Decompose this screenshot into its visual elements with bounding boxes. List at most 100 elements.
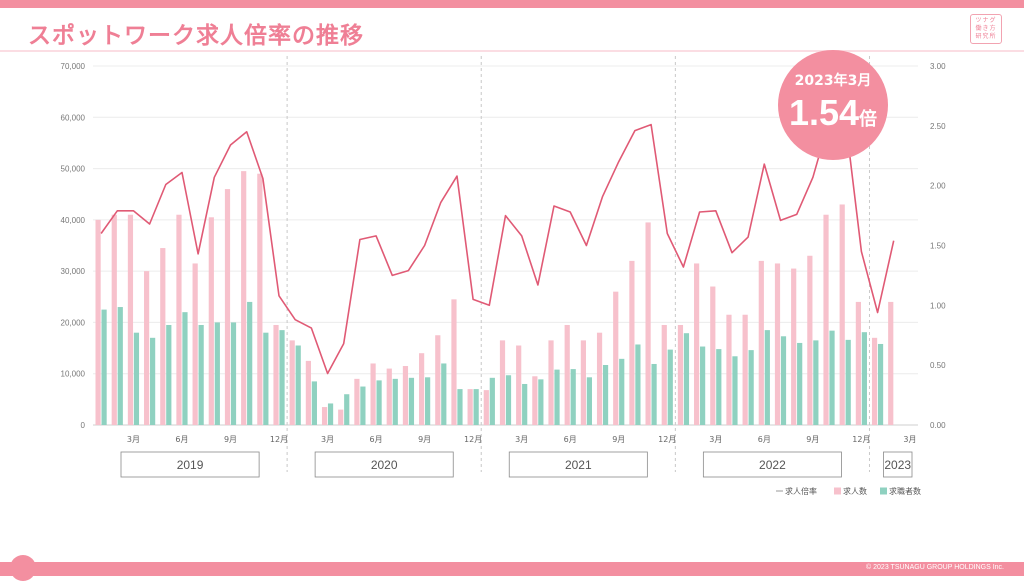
job-count-bar: [791, 268, 797, 425]
x-tick-label: 9月: [612, 435, 625, 444]
logo-line: 研究所: [975, 33, 997, 40]
x-tick-label: 9月: [418, 435, 431, 444]
year-label-box: [508, 451, 648, 478]
seeker-count-bar: [392, 378, 398, 425]
y-tick-label-right: 3.00: [930, 62, 946, 71]
seeker-count-bar: [117, 307, 123, 425]
x-tick-label: 12月: [464, 435, 482, 444]
x-tick-label: 9月: [224, 435, 237, 444]
seeker-count-bar: [441, 363, 447, 425]
job-count-bar: [144, 271, 150, 425]
year-label: 2019: [177, 458, 204, 472]
job-count-bar: [694, 263, 700, 425]
seeker-count-bar: [182, 312, 188, 425]
seeker-count-bar: [311, 381, 317, 425]
seeker-count-bar: [150, 337, 156, 425]
seeker-count-bar: [489, 377, 495, 425]
y-tick-label-right: 0.00: [930, 421, 946, 430]
seeker-count-bar: [214, 322, 220, 425]
seeker-count-bar: [279, 330, 285, 425]
job-count-bar: [677, 324, 684, 425]
job-count-bar: [661, 324, 667, 425]
y-tick-label-left: 50,000: [61, 165, 86, 174]
job-count-bar: [419, 353, 425, 425]
x-tick-label: 3月: [903, 435, 916, 444]
page-title: スポットワーク求人倍率の推移: [28, 23, 364, 49]
job-count-bar: [95, 219, 101, 425]
x-tick-label: 12月: [852, 435, 870, 444]
seeker-count-bar: [166, 324, 172, 425]
y-tick-label-left: 10,000: [61, 370, 86, 379]
seeker-count-bar: [602, 364, 609, 425]
callout-value: 1.54: [788, 92, 860, 133]
seeker-count-bar: [570, 369, 576, 425]
job-count-bar: [710, 286, 716, 425]
job-count-bar: [160, 248, 166, 425]
seeker-count-bar: [133, 332, 140, 425]
x-tick-label: 6月: [758, 435, 771, 444]
job-count-bar: [224, 189, 231, 425]
job-count-bar: [354, 378, 360, 425]
y-tick-label-left: 60,000: [61, 113, 86, 122]
seeker-count-bar: [635, 344, 641, 425]
seeker-count-bar: [247, 301, 253, 425]
job-count-bar: [370, 363, 376, 425]
job-count-bar: [774, 263, 781, 425]
company-logo: ツナグ 働き方 研究所: [970, 14, 1002, 44]
job-count-bar: [645, 222, 651, 425]
job-count-bar: [338, 409, 344, 425]
job-count-bar: [321, 407, 328, 425]
job-count-bar: [305, 360, 311, 425]
year-label: 2020: [371, 458, 398, 472]
seeker-count-bar: [344, 394, 350, 425]
job-count-bar: [888, 301, 894, 425]
y-tick-label-left: 0: [81, 421, 86, 430]
job-count-bar: [823, 214, 829, 425]
seeker-count-bar: [845, 339, 851, 425]
job-count-bar: [386, 368, 392, 425]
seeker-count-bar: [408, 377, 415, 425]
corner-decoration: [10, 555, 36, 581]
spot-work-ratio-chart: 0 10,000 20,000 30,000 40,000 50,000 60,000 70,…: [61, 56, 946, 496]
y-tick-label-left: 40,000: [61, 216, 86, 225]
seeker-count-bar: [360, 386, 366, 425]
legend-label: 求人数: [843, 486, 867, 496]
legend-swatch-jobs: [834, 487, 841, 495]
seeker-count-bar: [505, 375, 512, 425]
bottom-accent-bar: [0, 562, 1024, 576]
job-count-bar: [176, 214, 182, 425]
seeker-count-bar: [683, 333, 690, 425]
seeker-count-bar: [667, 349, 673, 425]
year-label-box: [314, 451, 454, 478]
seeker-count-bar: [764, 330, 770, 425]
x-tick-label: 6月: [370, 435, 383, 444]
job-count-bar: [580, 340, 586, 425]
callout-value-wrap: 1.54倍: [778, 92, 888, 134]
job-count-bar: [435, 335, 441, 425]
legend-label: 求職者数: [889, 486, 921, 496]
y-tick-label-left: 30,000: [61, 267, 86, 276]
x-tick-label: 9月: [806, 435, 819, 444]
job-count-bar: [402, 366, 409, 425]
year-label: 2021: [565, 458, 592, 472]
job-count-bar: [548, 340, 554, 425]
seeker-count-bar: [700, 346, 706, 425]
seeker-count-bar: [457, 389, 463, 425]
seeker-count-bar: [473, 389, 479, 425]
job-count-bar: [839, 204, 845, 425]
seeker-count-bar: [732, 356, 738, 425]
y-tick-label-right: 0.50: [930, 361, 946, 370]
job-count-bar: [564, 324, 570, 425]
seeker-count-bar: [586, 377, 592, 425]
job-count-bar: [629, 260, 635, 425]
seeker-count-bar: [748, 350, 754, 425]
job-count-bar: [111, 214, 117, 425]
year-label: 2023: [884, 458, 911, 472]
x-tick-label: 6月: [175, 435, 188, 444]
y-tick-label-left: 20,000: [61, 318, 86, 327]
seeker-count-bar: [230, 322, 237, 425]
x-tick-label: 12月: [658, 435, 676, 444]
x-tick-label: 3月: [515, 435, 528, 444]
year-label-box: [702, 451, 842, 478]
y-tick-label-right: 1.50: [930, 242, 946, 251]
